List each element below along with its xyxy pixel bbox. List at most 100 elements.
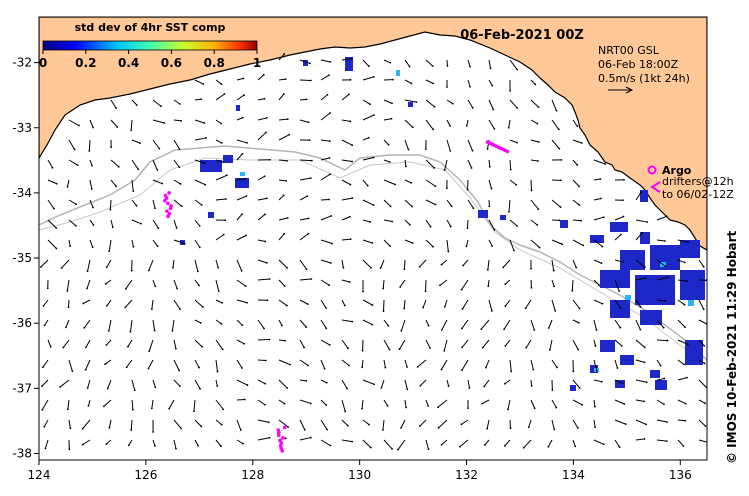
- current-vector: [404, 119, 414, 128]
- current-vector-head: [329, 60, 332, 63]
- current-vector: [278, 179, 287, 182]
- current-vector: [441, 439, 448, 446]
- current-vector: [446, 379, 450, 387]
- current-vector: [467, 79, 471, 87]
- current-vector-head: [465, 245, 468, 248]
- current-vector: [341, 94, 350, 101]
- current-vector: [194, 439, 199, 446]
- current-vector: [551, 139, 560, 150]
- current-vector-head: [220, 142, 223, 144]
- current-vector: [104, 359, 112, 365]
- current-vector: [320, 259, 331, 264]
- current-vector: [425, 179, 436, 187]
- current-vector: [530, 139, 539, 143]
- current-vector: [677, 299, 685, 306]
- current-vector-head: [687, 241, 689, 244]
- current-vector-head: [440, 263, 443, 266]
- current-vector: [320, 198, 330, 201]
- current-vector-head: [398, 348, 401, 351]
- current-vector-head: [373, 114, 375, 117]
- current-vector-head: [488, 205, 491, 208]
- current-vector: [320, 439, 331, 446]
- current-vector: [257, 98, 265, 101]
- current-vector: [404, 139, 409, 150]
- current-vector-head: [508, 210, 510, 213]
- current-vector: [215, 319, 222, 325]
- current-vector-head: [530, 385, 533, 387]
- current-vector: [525, 339, 532, 348]
- current-vector: [257, 379, 266, 385]
- current-vector: [656, 299, 666, 302]
- current-vector-head: [411, 205, 413, 208]
- current-vector-head: [286, 266, 289, 269]
- current-vector: [68, 419, 71, 429]
- current-vector-head: [371, 304, 374, 306]
- current-vector: [108, 419, 112, 428]
- current-vector: [173, 299, 181, 310]
- current-vector: [341, 197, 353, 201]
- current-vector-head: [86, 270, 89, 272]
- current-vector-head: [643, 361, 646, 364]
- current-vector-head: [175, 447, 177, 450]
- current-vector: [551, 399, 557, 408]
- current-vector: [194, 339, 203, 348]
- current-vector: [215, 259, 219, 268]
- current-vector: [614, 259, 624, 263]
- current-vector: [446, 219, 452, 227]
- current-vector-head: [389, 61, 392, 64]
- current-vector: [68, 119, 80, 126]
- current-vector: [152, 239, 159, 247]
- current-vector-head: [600, 262, 603, 265]
- current-vector-head: [530, 286, 533, 289]
- current-vector: [362, 137, 369, 141]
- current-vector: [677, 377, 688, 381]
- current-vector: [215, 359, 218, 372]
- current-vector: [124, 299, 133, 308]
- current-vector: [129, 319, 133, 332]
- current-vector: [656, 339, 668, 342]
- current-vector-head: [268, 436, 271, 439]
- current-vector-head: [533, 329, 536, 331]
- current-vector-head: [682, 445, 685, 447]
- current-vector: [404, 159, 407, 167]
- current-vector: [341, 279, 350, 283]
- current-vector: [173, 339, 177, 349]
- current-vector: [446, 239, 449, 252]
- current-vector: [128, 439, 133, 446]
- current-vector: [215, 379, 218, 387]
- current-vector: [656, 419, 668, 423]
- current-vector-head: [55, 247, 58, 250]
- current-vector-head: [198, 284, 200, 287]
- current-vector: [89, 179, 93, 190]
- current-vector-head: [196, 270, 199, 273]
- current-vector-head: [559, 179, 562, 182]
- x-axis: 124 126 128 130 132 134 136: [28, 460, 692, 482]
- current-vector-head: [369, 446, 372, 449]
- current-vector-head: [622, 199, 624, 202]
- current-vector-head: [108, 250, 111, 253]
- current-vector-head: [466, 227, 469, 230]
- current-vector-head: [222, 408, 225, 411]
- current-vector: [425, 159, 435, 169]
- current-vector: [404, 239, 413, 244]
- current-vector-head: [282, 194, 285, 197]
- current-vector-head: [595, 370, 598, 372]
- current-vector: [504, 279, 511, 285]
- current-vector: [425, 199, 436, 205]
- current-vector-head: [602, 216, 605, 219]
- current-vector-head: [408, 65, 411, 68]
- current-vector: [173, 439, 177, 449]
- current-vector-head: [124, 287, 127, 290]
- y-tick-label: -33: [12, 121, 32, 135]
- current-vector: [383, 319, 389, 327]
- current-vector-head: [221, 301, 224, 304]
- current-vector-head: [216, 370, 219, 373]
- current-vector: [152, 439, 156, 447]
- current-vector: [419, 419, 427, 427]
- current-vector: [341, 159, 353, 162]
- current-vector: [341, 216, 351, 221]
- current-vector-head: [217, 266, 220, 269]
- current-vector-head: [407, 148, 410, 151]
- current-vector-head: [522, 446, 525, 449]
- current-vector-head: [309, 436, 312, 439]
